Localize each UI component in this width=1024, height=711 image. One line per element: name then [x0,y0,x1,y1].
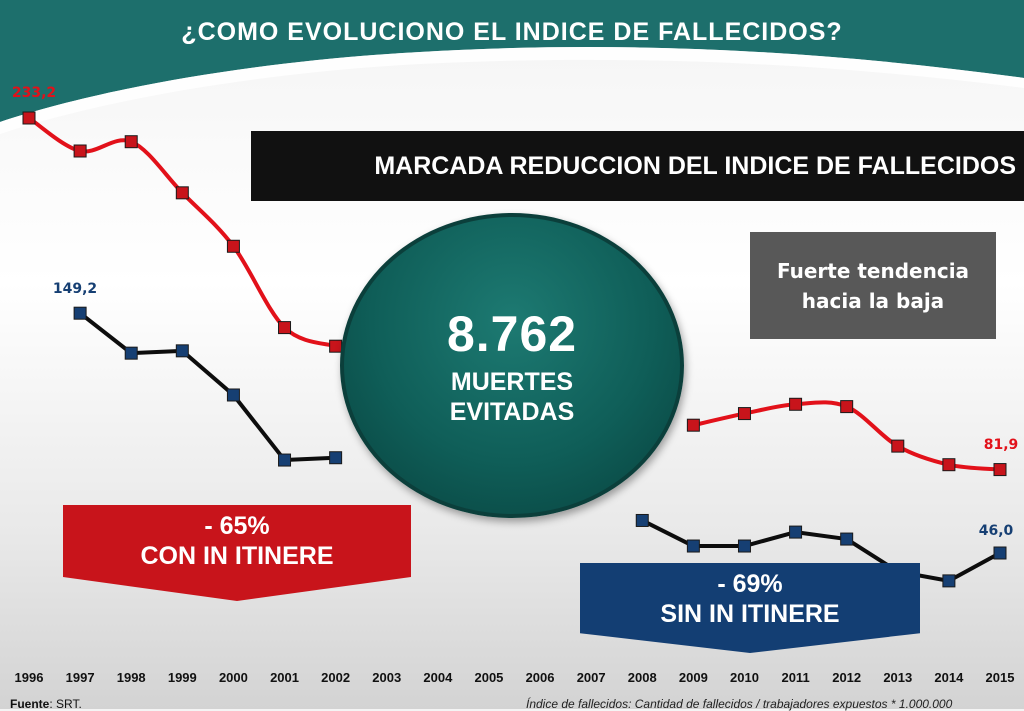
marker-red-2014 [942,458,956,472]
marker-black-1999 [175,344,189,358]
data-label-red-first: 233,2 [12,85,56,101]
marker-black-2010 [737,539,751,553]
marker-red-2010 [737,407,751,421]
series-line-black-1 [78,311,336,463]
x-tick-2000: 2000 [219,670,248,685]
x-tick-2010: 2010 [730,670,759,685]
x-tick-2007: 2007 [577,670,606,685]
avoided-deaths-number: 8.762 [446,306,578,362]
marker-red-2015 [993,463,1007,477]
blue-callout-label: SIN IN ITINERE [660,600,840,628]
header-background [0,0,1024,134]
x-tick-1999: 1999 [168,670,197,685]
footer-source-label: Fuente [10,697,50,711]
data-label-black-last: 46,0 [979,523,1014,539]
marker-black-1998 [124,346,138,360]
marker-black-2009 [686,539,700,553]
trend-box-line2: hacia la baja [801,288,945,313]
marker-red-2009 [686,418,700,432]
x-tick-1998: 1998 [117,670,146,685]
headline-banner: MARCADA REDUCCION DEL INDICE DE FALLECID… [251,131,1024,201]
red-callout-percent: - 65% [204,512,270,540]
avoided-deaths-caption: MUERTES EVITADAS [344,367,680,427]
marker-red-2012 [840,400,854,414]
footer-note: Índice de fallecidos: Cantidad de fallec… [526,697,953,711]
marker-black-2002 [329,451,343,465]
marker-black-2008 [635,513,649,527]
x-tick-2012: 2012 [832,670,861,685]
x-tick-1997: 1997 [66,670,95,685]
x-tick-2004: 2004 [423,670,453,685]
x-tick-2014: 2014 [934,670,964,685]
marker-black-2001 [278,453,292,467]
x-tick-2009: 2009 [679,670,708,685]
x-tick-2011: 2011 [781,670,809,685]
blue-callout: - 69% SIN IN ITINERE [580,563,920,653]
marker-black-2015 [993,546,1007,560]
avoided-deaths-caption-line2: EVITADAS [449,398,575,426]
marker-black-1997 [73,306,87,320]
x-tick-2003: 2003 [372,670,401,685]
headline-banner-text: MARCADA REDUCCION DEL INDICE DE FALLECID… [374,151,1016,180]
marker-red-2000 [226,239,240,253]
marker-red-1997 [73,144,87,158]
marker-red-2001 [278,321,292,335]
trend-box-line1: Fuerte tendencia [776,258,970,283]
page-title: ¿COMO EVOLUCIONO EL INDICE DE FALLECIDOS… [181,18,843,46]
red-callout: - 65% CON IN ITINERE [63,505,411,601]
avoided-deaths-caption-line1: MUERTES [450,368,574,396]
avoided-deaths-circle: 8.762 MUERTES EVITADAS [340,213,684,518]
blue-callout-percent: - 69% [717,570,783,598]
marker-red-1998 [124,135,138,149]
marker-red-1999 [175,186,189,200]
x-tick-2006: 2006 [526,670,555,685]
marker-red-2011 [789,397,803,411]
x-tick-2002: 2002 [321,670,350,685]
red-callout-label: CON IN ITINERE [140,542,334,570]
series-line-black-2 [641,518,1001,583]
x-tick-1996: 1996 [15,670,44,685]
marker-black-2014 [942,574,956,588]
x-tick-2015: 2015 [986,670,1015,685]
x-tick-2001: 2001 [270,670,299,685]
marker-black-2000 [226,388,240,402]
trend-box: Fuerte tendencia hacia la baja [750,232,996,339]
data-label-red-last: 81,9 [984,437,1019,453]
footer-source-value: : SRT. [49,697,82,711]
marker-black-2012 [840,532,854,546]
marker-black-2011 [789,525,803,539]
x-tick-2008: 2008 [628,670,657,685]
marker-red-1996 [22,111,36,125]
x-tick-2013: 2013 [883,670,912,685]
marker-red-2013 [891,439,905,453]
footer-source: Fuente: SRT. [10,697,82,711]
data-label-black-first: 149,2 [53,281,97,297]
x-tick-2005: 2005 [474,670,503,685]
